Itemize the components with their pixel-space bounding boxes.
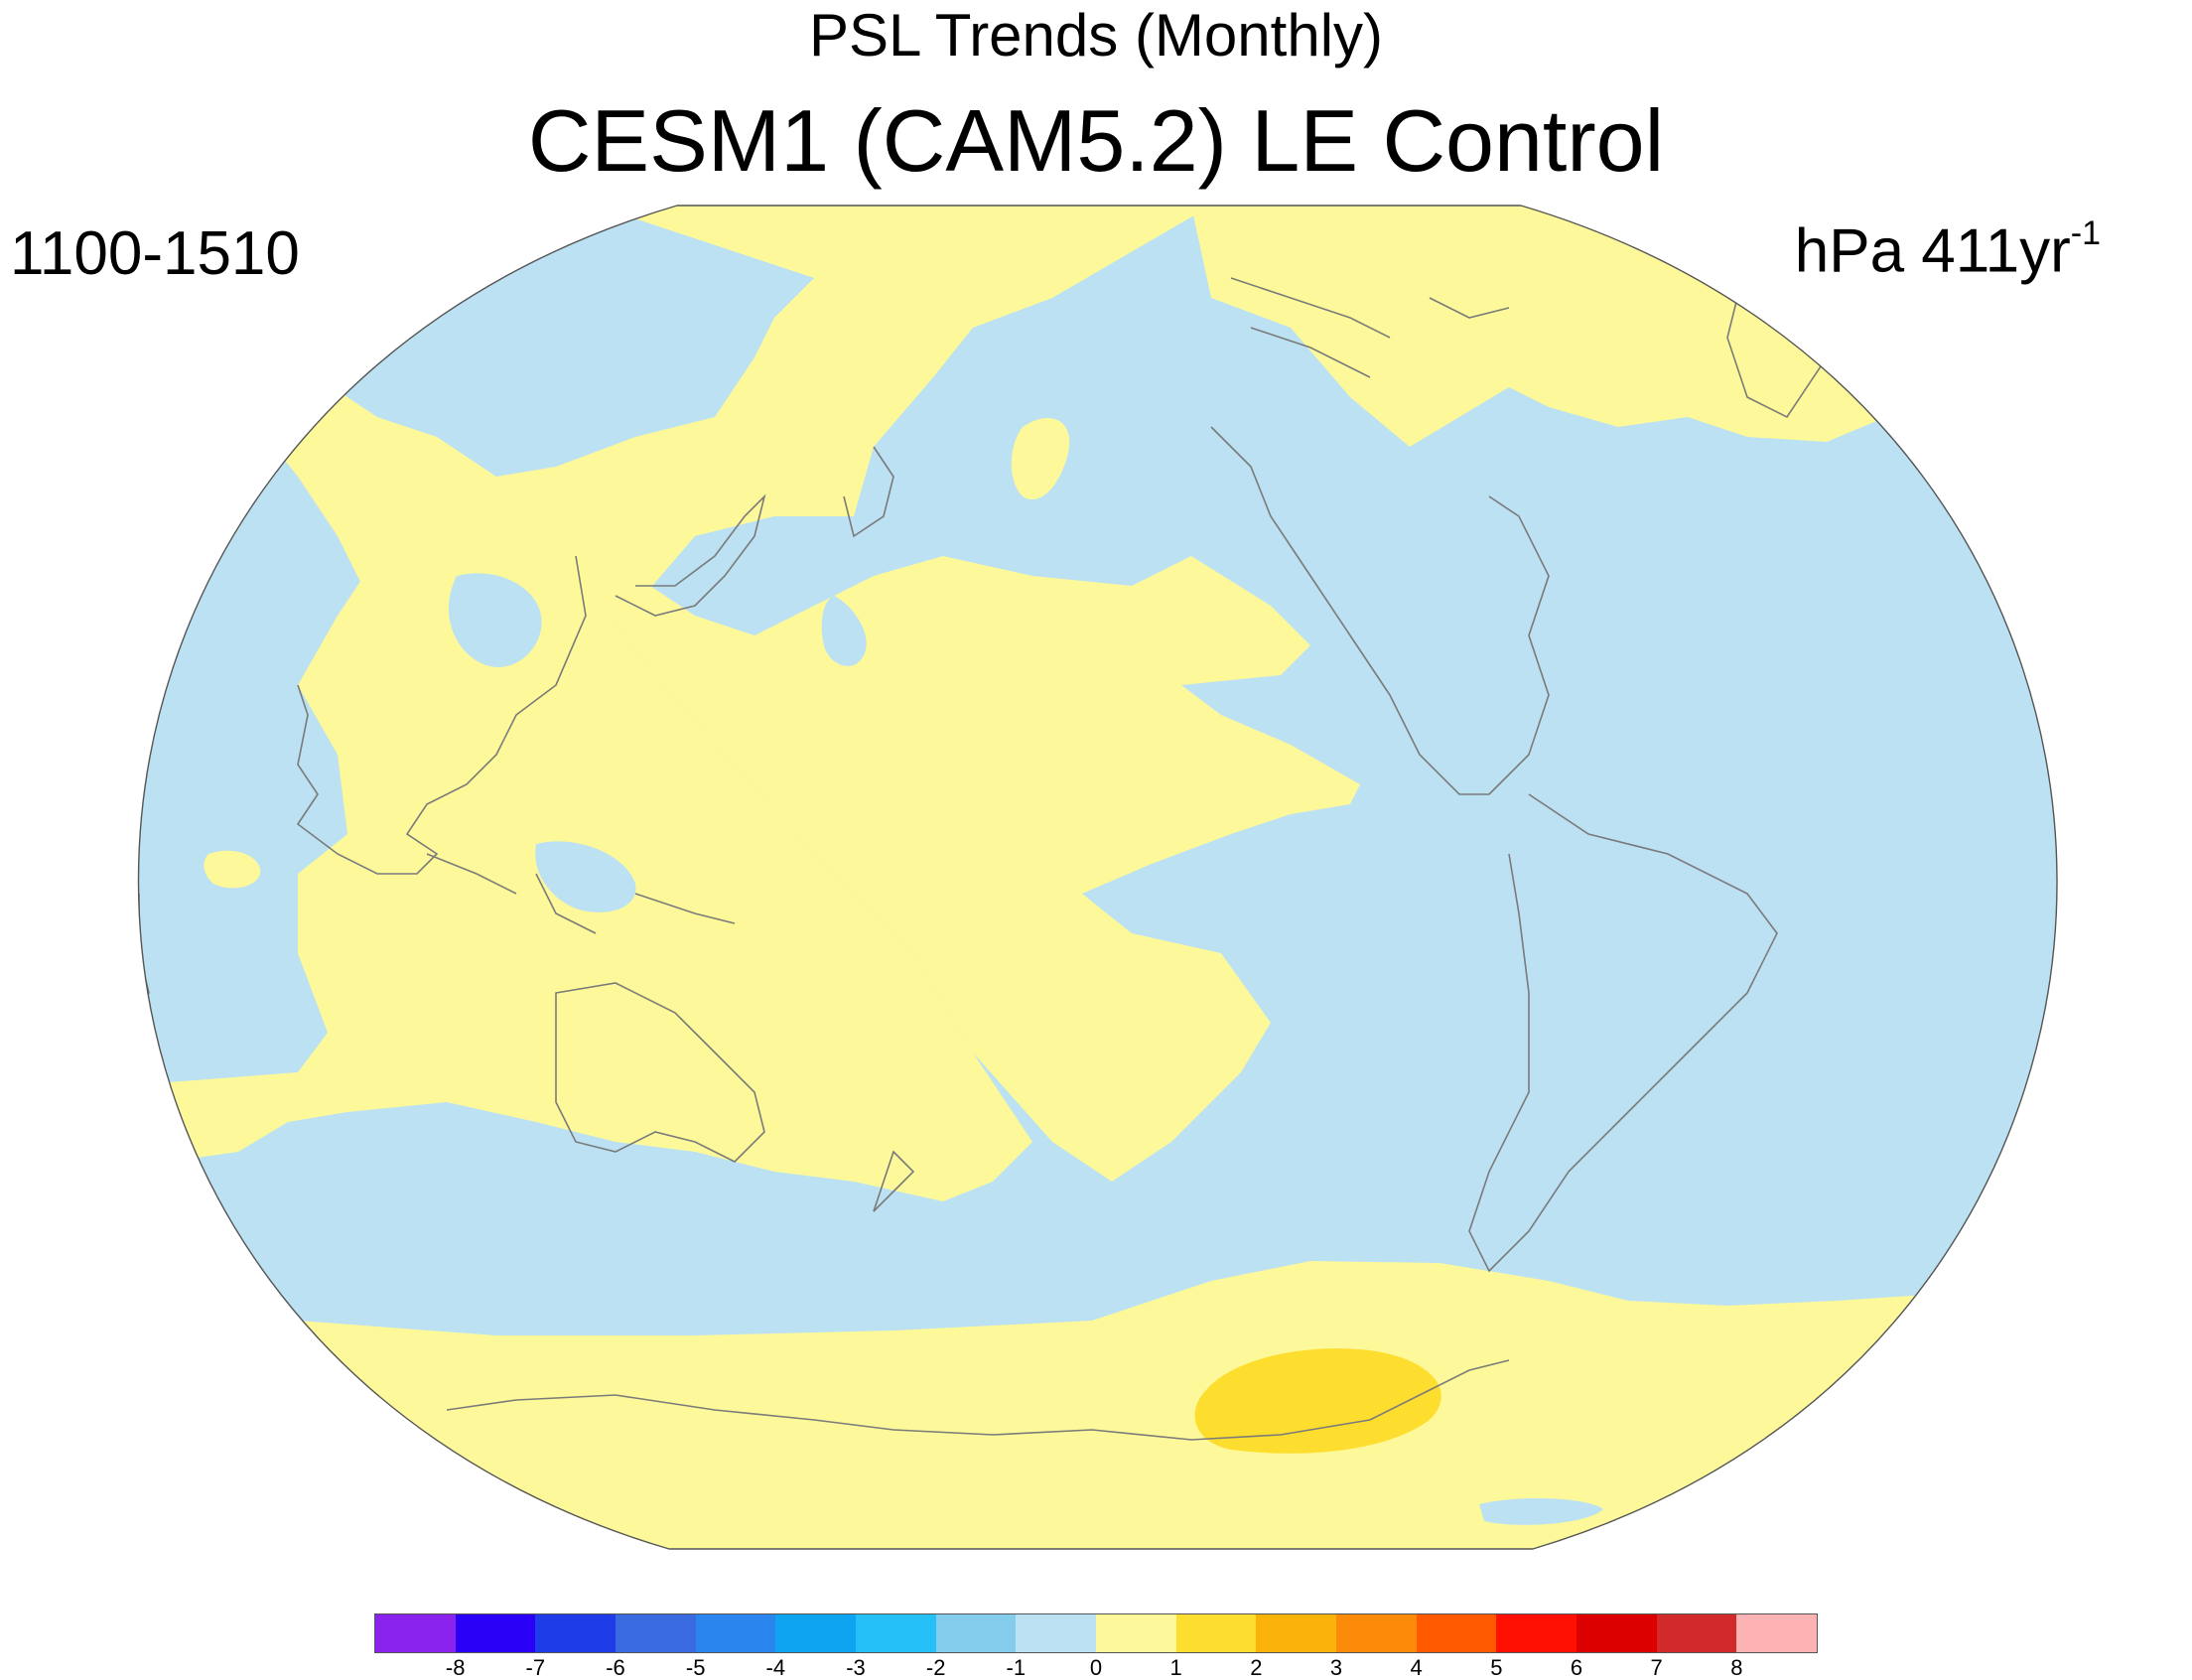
coastlines [138, 256, 1828, 1441]
colorbar [374, 1613, 1818, 1653]
colorbar-box [1656, 1614, 1737, 1652]
coast-new-zealand [873, 1150, 915, 1212]
colorbar-box [1016, 1614, 1097, 1652]
colorbar-box [616, 1614, 696, 1652]
map-title: PSL Trends (Monthly) [809, 2, 1383, 69]
colorbar-tick-label: 3 [1329, 1655, 1343, 1680]
colorbar-tick-label: 5 [1490, 1655, 1503, 1680]
positive-region-west-antarctica [1194, 1348, 1441, 1454]
colorbar-box [695, 1614, 776, 1652]
positive-region-atlantic-small [2058, 1079, 2096, 1138]
colorbar-tick-label: 7 [1650, 1655, 1663, 1680]
coast-africa [138, 634, 150, 1035]
colorbar-box [1496, 1614, 1577, 1652]
coast-japan [615, 493, 766, 617]
colorbar-box [535, 1614, 616, 1652]
colorbar-tick-label: -6 [606, 1655, 625, 1680]
coast-kamchatka [843, 446, 894, 538]
positive-region-east-asia-pacific [536, 516, 1360, 1182]
world-map [137, 205, 2096, 1550]
negative-pocket-tibet [448, 573, 542, 667]
coast-antarctica [446, 1359, 1510, 1441]
coast-south-america [1468, 793, 1778, 1273]
colorbar-box [455, 1614, 536, 1652]
colorbar-tick-label: -7 [525, 1655, 546, 1680]
colorbar-box [856, 1614, 936, 1652]
colorbar-box [935, 1614, 1017, 1652]
colorbar-tick-label: -5 [685, 1655, 706, 1680]
colorbar-box [1336, 1614, 1417, 1652]
colorbar-tick-label: 0 [1089, 1655, 1103, 1680]
coast-australia [555, 982, 765, 1163]
colorbar-tick-label: -2 [925, 1655, 946, 1680]
colorbar-box [1416, 1614, 1497, 1652]
colorbar-box [1576, 1614, 1657, 1652]
positive-region-bering [1011, 418, 1070, 500]
colorbar-box [775, 1614, 857, 1652]
units-label: hPa 411yr-1 [1795, 204, 2101, 288]
negative-pocket-ross-sea [1479, 1497, 1603, 1525]
colorbar-box [1175, 1614, 1257, 1652]
colorbar-box [1096, 1614, 1176, 1652]
coast-north-america [1210, 426, 1550, 795]
units-superscript: -1 [2070, 214, 2101, 252]
negative-pocket-southeast-asia [535, 841, 636, 912]
colorbar-tick-label: 2 [1250, 1655, 1263, 1680]
globe-outline [137, 205, 2058, 1550]
colorbar-tick-label: 4 [1410, 1655, 1423, 1680]
colorbar-box [375, 1614, 456, 1652]
units-main: hPa 411yr [1794, 216, 2071, 286]
colorbar-box [1256, 1614, 1337, 1652]
negative-pocket-kamchatka [821, 596, 867, 666]
colorbar-tick-label: 1 [1169, 1655, 1182, 1680]
colorbar-tick-label: -4 [765, 1655, 786, 1680]
colorbar-tick-label: 6 [1570, 1655, 1583, 1680]
map-subtitle: CESM1 (CAM5.2) LE Control [527, 91, 1665, 190]
period-label: 1100-1510 [10, 219, 300, 288]
colorbar-tick-label: -3 [846, 1655, 866, 1680]
colorbar-box [1736, 1614, 1818, 1652]
positive-region-indian-small [204, 850, 261, 889]
colorbar-tick-label: 8 [1730, 1655, 1743, 1680]
coast-maritime-continent [426, 853, 736, 934]
coast-east-asia [296, 555, 587, 875]
colorbar-tick-label: -1 [1006, 1655, 1027, 1680]
coast-arctic-islands [1230, 277, 1510, 378]
colorbar-tick-label: -8 [445, 1655, 466, 1680]
colorbar-ticks: -8 -7 -6 -5 -4 -3 -2 -1 0 1 2 3 4 5 6 7 8 [0, 1656, 2192, 1679]
